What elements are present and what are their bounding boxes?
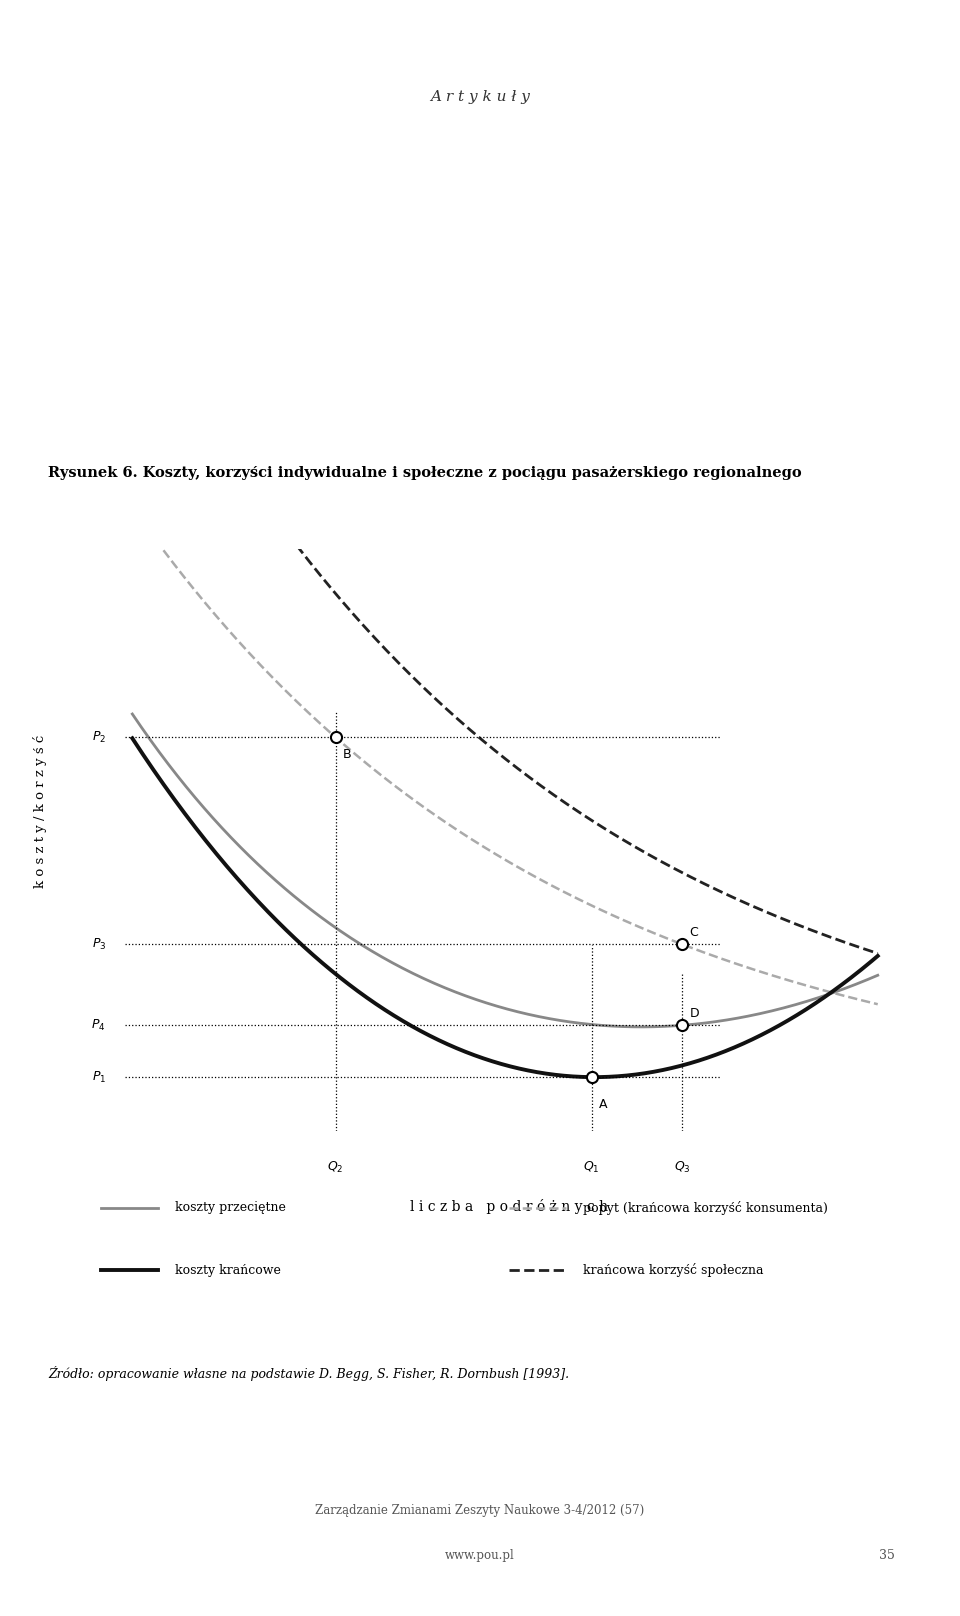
Text: $Q_3$: $Q_3$ — [674, 1160, 690, 1175]
Text: $Q_1$: $Q_1$ — [584, 1160, 600, 1175]
Text: Zarządzanie Zmianami Zeszyty Naukowe 3-4/2012 (57): Zarządzanie Zmianami Zeszyty Naukowe 3-4… — [316, 1503, 644, 1517]
Text: l i c z b a   p o d r ó ż n y c h: l i c z b a p o d r ó ż n y c h — [410, 1199, 608, 1214]
Text: A: A — [599, 1099, 608, 1112]
Text: popyt (krańcowa korzyść konsumenta): popyt (krańcowa korzyść konsumenta) — [583, 1201, 828, 1215]
Text: Źródło: opracowanie własne na podstawie D. Begg, S. Fisher, R. Dornbush [1993].: Źródło: opracowanie własne na podstawie … — [48, 1366, 569, 1382]
Text: Rysunek 6. Koszty, korzyści indywidualne i społeczne z pociągu pasażerskiego reg: Rysunek 6. Koszty, korzyści indywidualne… — [48, 465, 802, 480]
Text: k o s z t y / k o r z y ś ć: k o s z t y / k o r z y ś ć — [34, 735, 47, 887]
Text: krańcowa korzyść społeczna: krańcowa korzyść społeczna — [583, 1264, 763, 1277]
Text: A r t y k u ł y: A r t y k u ł y — [430, 90, 530, 103]
Text: $P_4$: $P_4$ — [91, 1018, 106, 1033]
Text: $Q_2$: $Q_2$ — [327, 1160, 344, 1175]
Text: koszty krańcowe: koszty krańcowe — [175, 1264, 280, 1277]
Text: $P_2$: $P_2$ — [92, 730, 106, 745]
Text: D: D — [689, 1007, 699, 1020]
Text: $P_1$: $P_1$ — [92, 1070, 106, 1084]
Text: B: B — [343, 748, 351, 761]
Text: $P_3$: $P_3$ — [91, 937, 106, 952]
Text: C: C — [689, 926, 698, 939]
Text: koszty przeciętne: koszty przeciętne — [175, 1201, 285, 1215]
Text: www.pou.pl: www.pou.pl — [445, 1548, 515, 1563]
Text: 35: 35 — [878, 1548, 895, 1563]
